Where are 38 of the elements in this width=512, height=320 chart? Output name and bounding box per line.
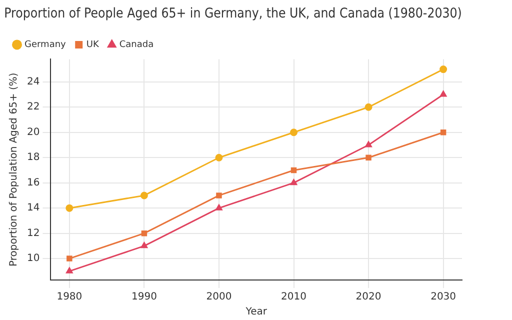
point bbox=[366, 154, 372, 160]
point bbox=[216, 192, 222, 198]
legend-label: Germany bbox=[24, 40, 67, 50]
y-tick-label: 14 bbox=[26, 202, 40, 214]
y-tick-label: 10 bbox=[26, 253, 40, 264]
point bbox=[140, 242, 148, 248]
legend-label: UK bbox=[86, 40, 100, 50]
y-axis-title: Proportion of Population Aged 65+ (%) bbox=[8, 72, 20, 266]
point bbox=[440, 130, 446, 136]
y-tick-label: 20 bbox=[26, 126, 40, 138]
point bbox=[216, 204, 222, 210]
point bbox=[290, 179, 298, 186]
y-tick-label: 22 bbox=[26, 102, 40, 113]
x-tick-label: 1980 bbox=[56, 292, 82, 303]
chart-title: Proportion of People Aged 65+ in Germany, the UK, and Canada (1980-2030) bbox=[4, 4, 462, 21]
point bbox=[66, 267, 73, 274]
x-axis-title: Year bbox=[244, 306, 268, 318]
point bbox=[215, 154, 223, 162]
y-tick-label: 18 bbox=[26, 152, 40, 164]
point bbox=[440, 90, 447, 97]
legend-label: Canada bbox=[119, 40, 154, 50]
x-tick-label: 2010 bbox=[281, 292, 306, 303]
y-tick-label: 16 bbox=[26, 177, 40, 188]
point bbox=[365, 141, 372, 148]
x-tick-label: 2000 bbox=[206, 292, 232, 303]
x-tick-label: 1990 bbox=[131, 292, 157, 303]
point bbox=[290, 167, 297, 174]
point bbox=[66, 256, 72, 262]
point bbox=[140, 192, 148, 200]
point bbox=[364, 103, 372, 111]
y-tick-label: 24 bbox=[26, 76, 40, 88]
point bbox=[290, 128, 298, 136]
y-tick-label: 12 bbox=[26, 228, 40, 239]
x-tick-label: 2020 bbox=[356, 292, 382, 303]
point bbox=[141, 230, 148, 236]
point bbox=[440, 66, 448, 74]
x-tick-label: 2030 bbox=[430, 292, 456, 303]
point bbox=[66, 204, 74, 212]
